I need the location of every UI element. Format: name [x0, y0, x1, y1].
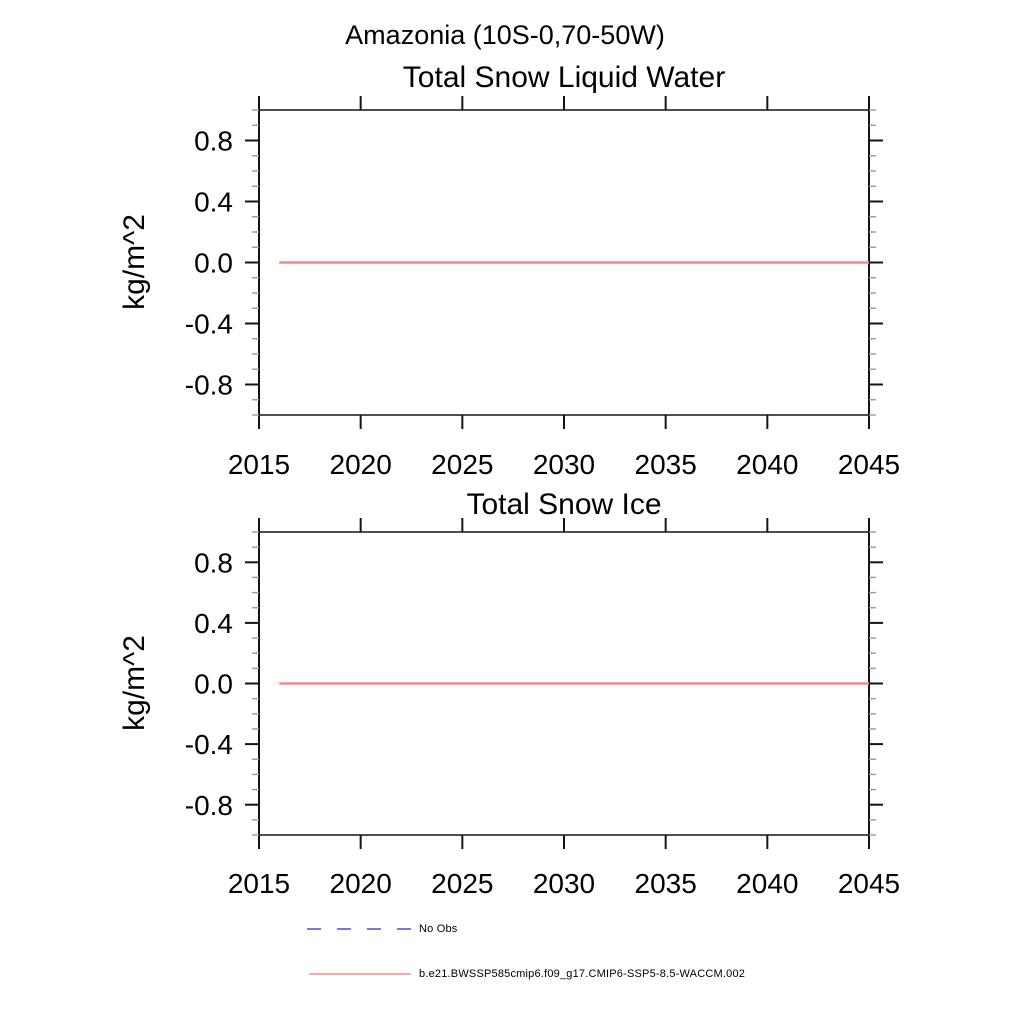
panel2-title: Total Snow Ice: [466, 488, 662, 521]
y-tick-label: -0.8: [185, 790, 233, 821]
x-tick-label: 2045: [838, 868, 900, 899]
legend-label-no-obs: No Obs: [419, 923, 458, 935]
y-tick-label: 0.0: [194, 669, 233, 700]
x-tick-label: 2040: [736, 868, 798, 899]
x-tick-label: 2030: [533, 449, 595, 480]
x-tick-label: 2035: [635, 868, 697, 899]
model-solid-line-sample: [309, 973, 411, 975]
y-tick-label: -0.4: [185, 729, 233, 760]
x-tick-label: 2035: [635, 449, 697, 480]
y-tick-label: 0.4: [194, 187, 233, 218]
y-tick-label: -0.8: [185, 370, 233, 401]
y-tick-label: 0.4: [194, 608, 233, 639]
figure-main-title: Amazonia (10S-0,70-50W): [345, 20, 665, 50]
x-tick-label: 2020: [330, 868, 392, 899]
x-tick-label: 2040: [736, 449, 798, 480]
x-tick-label: 2020: [330, 449, 392, 480]
x-tick-label: 2025: [431, 868, 493, 899]
x-tick-label: 2045: [838, 449, 900, 480]
y-tick-label: 0.8: [194, 547, 233, 578]
y-tick-label: -0.4: [185, 309, 233, 340]
legend-item-no-obs: No Obs: [306, 922, 458, 936]
x-tick-label: 2030: [533, 868, 595, 899]
x-tick-label: 2025: [431, 449, 493, 480]
panel1-title: Total Snow Liquid Water: [402, 61, 726, 94]
x-tick-label: 2015: [228, 449, 290, 480]
y-tick-label: 0.0: [194, 248, 233, 279]
no-obs-dashed-line-sample: [307, 928, 411, 930]
chart-panel-1: 2015 2020 2025 2030 2035 2040 2045 0.8 0.4 0.0 -0.…: [185, 96, 900, 480]
y-tick-label: 0.8: [194, 126, 233, 157]
legend-item-model-run: b.e21.BWSSP585cmip6.f09_g17.CMIP6-SSP5-8…: [306, 967, 745, 981]
chart-panel-2: 2015 2020 2025 2030 2035 2040 2045 0.8 0.4 0.0 -0.…: [185, 518, 900, 899]
legend-label-model-run: b.e21.BWSSP585cmip6.f09_g17.CMIP6-SSP5-8…: [419, 968, 746, 980]
x-tick-label: 2015: [228, 868, 290, 899]
